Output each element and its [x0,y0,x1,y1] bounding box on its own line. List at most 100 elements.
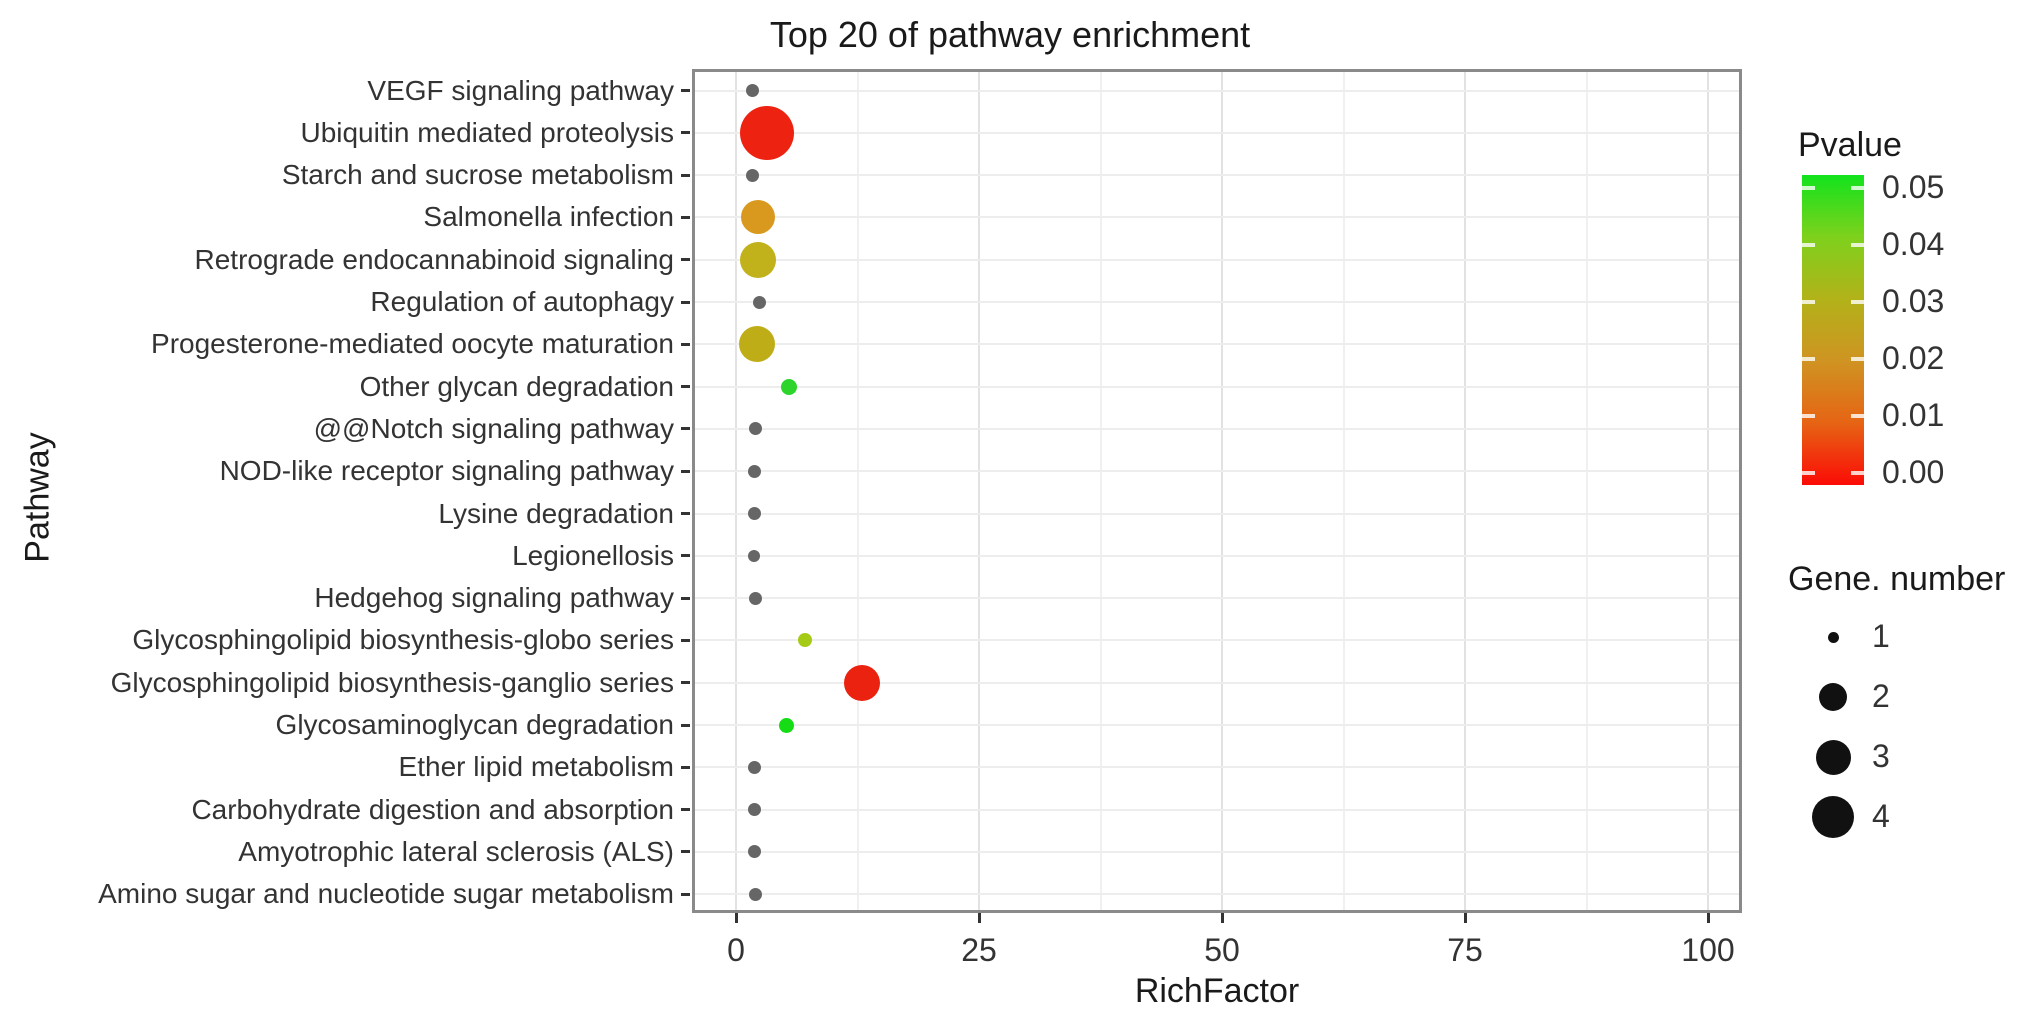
gridline-horizontal [695,89,1739,92]
colorbar-tick [1851,300,1864,304]
gene-legend-dot [1827,631,1839,643]
chart-title: Top 20 of pathway enrichment [769,14,1251,55]
y-axis-tick [681,300,690,304]
data-point [741,200,776,235]
data-point [748,887,762,901]
colorbar-tick [1851,186,1864,190]
y-axis-label: Glycosphingolipid biosynthesis-ganglio s… [110,666,674,698]
gridline-horizontal [695,385,1739,388]
pvalue-legend-title: Pvalue [1798,126,1902,164]
data-point [748,422,762,436]
x-axis-tick [1463,913,1467,923]
y-axis-tick [681,427,690,431]
y-axis-tick [681,892,690,896]
gridline-horizontal [695,808,1739,811]
colorbar-tick [1851,243,1864,247]
y-axis-label: VEGF signaling pathway [367,74,674,106]
y-axis-tick [681,765,690,769]
gene-legend-label: 4 [1872,798,1890,834]
gridline-horizontal [695,681,1739,684]
y-axis-tick [681,850,690,854]
y-axis-label: Glycosphingolipid biosynthesis-globo ser… [132,624,674,656]
colorbar-tick [1851,471,1864,475]
gene-legend-label: 3 [1872,738,1890,774]
data-point [746,84,760,97]
colorbar-tick [1851,414,1864,418]
y-axis-tick [681,638,690,642]
plot-panel [692,69,1742,913]
x-axis-tick-label: 50 [1204,932,1240,968]
x-axis-tick [977,913,981,923]
data-point [739,326,776,363]
y-axis-tick [681,681,690,685]
data-point [747,803,761,817]
gridline-horizontal [695,639,1739,642]
x-axis-tick-label: 100 [1681,932,1735,968]
pvalue-colorbar [1802,175,1864,485]
pvalue-tick-label: 0.03 [1882,283,1945,319]
y-axis-tick [681,89,690,92]
data-point [747,507,761,520]
gridline-major-vertical [735,72,737,910]
pvalue-tick-label: 0.04 [1882,226,1945,262]
gridline-major-vertical [978,72,980,910]
gridline-minor-vertical [1099,72,1102,910]
y-axis-tick [681,215,690,219]
gridline-horizontal [695,893,1739,896]
pvalue-tick-label: 0.05 [1882,169,1945,205]
gridline-horizontal [695,470,1739,473]
y-axis-tick [681,723,690,727]
pvalue-tick-label: 0.00 [1882,454,1945,490]
y-axis-label: Hedgehog signaling pathway [314,582,674,614]
data-point [740,241,777,278]
gridline-major-vertical [1707,72,1709,910]
gridline-horizontal [695,554,1739,557]
y-axis-tick [681,554,690,558]
gridline-horizontal [695,427,1739,430]
gridline-horizontal [695,258,1739,261]
x-axis-tick [1220,913,1224,923]
y-axis-tick [681,342,690,346]
colorbar-tick [1802,300,1815,304]
y-axis-tick [681,385,690,389]
data-point [844,664,881,701]
gridline-minor-vertical [1585,72,1588,910]
gene-legend-title: Gene. number [1788,560,2006,598]
gridline-minor-vertical [856,72,859,910]
gene-legend-label: 1 [1872,618,1890,654]
gridline-horizontal [695,597,1739,600]
gridline-major-vertical [1221,72,1223,910]
data-point [781,378,798,395]
y-axis-label: @@Notch signaling pathway [313,412,674,444]
pvalue-tick-label: 0.02 [1882,340,1945,376]
colorbar-tick [1802,186,1815,190]
colorbar-tick [1851,357,1864,361]
y-axis-tick [681,131,690,135]
colorbar-tick [1802,243,1815,247]
y-axis-label: Other glycan degradation [359,370,674,402]
y-axis-label: Amino sugar and nucleotide sugar metabol… [98,878,674,910]
gridline-horizontal [695,512,1739,515]
gene-legend-dot [1815,739,1851,775]
y-axis-tick [681,808,690,812]
y-axis-label: Regulation of autophagy [370,286,674,317]
gene-legend-dot [1812,796,1854,838]
x-axis-tick-label: 0 [727,932,745,968]
data-point [747,464,761,478]
y-axis-label: Carbohydrate digestion and absorption [191,793,674,825]
y-axis-label: Starch and sucrose metabolism [281,159,674,191]
y-axis-label: Ubiquitin mediated proteolysis [300,116,674,148]
gridline-horizontal [695,216,1739,219]
colorbar-tick [1802,471,1815,475]
data-point [748,549,761,562]
y-axis-tick [681,512,690,515]
gridline-horizontal [695,343,1739,346]
pvalue-tick-label: 0.01 [1882,397,1945,433]
gene-legend-label: 2 [1872,678,1890,714]
gridline-minor-vertical [1342,72,1345,910]
y-axis-label: Amyotrophic lateral sclerosis (ALS) [238,835,674,867]
colorbar-tick [1802,414,1815,418]
data-point [740,105,795,160]
y-axis-tick [681,258,690,262]
